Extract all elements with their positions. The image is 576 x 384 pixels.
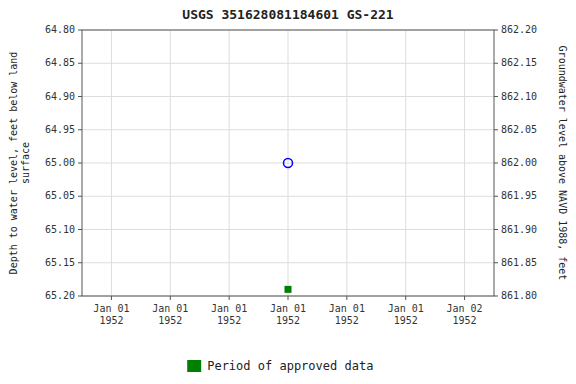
tick-mark [494, 163, 498, 164]
tick-label: 65.15 [45, 257, 75, 268]
legend-swatch [187, 360, 201, 372]
tick-label: Jan 011952 [211, 303, 247, 326]
tick-label: Jan 011952 [270, 303, 306, 326]
tick-label: 65.10 [45, 224, 75, 235]
tick-label: Jan 011952 [329, 303, 365, 326]
text-line: Jan 01 [388, 303, 424, 314]
axes: 64.80 64.85 64.90 64.95 65.00 65.05 65.10 65.15… [45, 24, 537, 326]
tick-mark [170, 296, 171, 300]
tick-label: 64.85 [45, 57, 75, 68]
tick-mark [346, 296, 347, 300]
tick-mark [494, 262, 498, 263]
tick-label: 64.90 [45, 91, 75, 102]
point [285, 286, 292, 293]
tick-label: Jan 011952 [152, 303, 188, 326]
tick-mark [464, 296, 465, 300]
tick-mark [494, 30, 498, 31]
grid [82, 30, 494, 296]
text-line: 1952 [453, 315, 477, 326]
text-line: Jan 01 [270, 303, 306, 314]
text-line: Jan 01 [329, 303, 365, 314]
tick-mark [494, 229, 498, 230]
tick-label: Jan 021952 [447, 303, 483, 326]
text-line: 1952 [99, 315, 123, 326]
point [284, 159, 293, 168]
tick-label: 861.85 [501, 257, 537, 268]
tick-mark [78, 63, 82, 64]
tick-mark [494, 296, 498, 297]
tick-mark [78, 262, 82, 263]
tick-mark [405, 296, 406, 300]
tick-mark [494, 96, 498, 97]
text-line: surface [20, 142, 31, 184]
text-line: 1952 [276, 315, 300, 326]
text-line: 1952 [394, 315, 418, 326]
text-line: Jan 01 [152, 303, 188, 314]
tick-mark [78, 229, 82, 230]
grid-line [464, 30, 465, 296]
tick-mark [494, 196, 498, 197]
tick-mark [78, 163, 82, 164]
tick-mark [494, 63, 498, 64]
tick-label: 862.05 [501, 124, 537, 135]
tick-label: 862.15 [501, 57, 537, 68]
tick-label: Jan 011952 [388, 303, 424, 326]
chart: 64.80 64.85 64.90 64.95 65.00 65.05 65.10 65.15… [0, 0, 576, 384]
tick-mark [494, 129, 498, 130]
grid-line [288, 30, 289, 296]
y2-axis-label-group: Groundwater level above NAVD 1988, feet [557, 46, 568, 281]
tick-mark [78, 96, 82, 97]
tick-label: 64.95 [45, 124, 75, 135]
text-line: 1952 [217, 315, 241, 326]
text-line: 1952 [158, 315, 182, 326]
text-line: 1952 [335, 315, 359, 326]
plot-frame [82, 30, 494, 296]
tick-mark [78, 296, 82, 297]
tick-label: Jan 011952 [93, 303, 129, 326]
text-line: Depth to water level, feet below land [8, 52, 19, 275]
legend: Period of approved data [187, 359, 373, 373]
grid-line [229, 30, 230, 296]
tick-label: 65.00 [45, 157, 75, 168]
tick-mark [78, 129, 82, 130]
tick-label: 861.95 [501, 190, 537, 201]
y2-axis-label: Groundwater level above NAVD 1988, feet [557, 46, 568, 281]
background [0, 0, 576, 384]
tick-label: 862.20 [501, 24, 537, 35]
tick-mark [78, 196, 82, 197]
tick-mark [229, 296, 230, 300]
tick-label: 65.20 [45, 290, 75, 301]
tick-mark [111, 296, 112, 300]
text-line: Jan 01 [93, 303, 129, 314]
y-axis-label-group: Depth to water level, feet below landsur… [8, 52, 31, 275]
y-axis-label: Depth to water level, feet below landsur… [8, 52, 31, 275]
text-line: Jan 01 [211, 303, 247, 314]
tick-mark [288, 296, 289, 300]
text-line: Jan 02 [447, 303, 483, 314]
tick-label: 862.10 [501, 91, 537, 102]
grid-line [111, 30, 112, 296]
legend-label: Period of approved data [207, 359, 373, 373]
grid-line [346, 30, 347, 296]
tick-label: 64.80 [45, 24, 75, 35]
title: USGS 351628081184601 GS-221 [182, 7, 393, 22]
tick-label: 862.00 [501, 157, 537, 168]
marks [284, 159, 293, 293]
tick-label: 861.90 [501, 224, 537, 235]
tick-mark [78, 30, 82, 31]
tick-label: 65.05 [45, 190, 75, 201]
tick-label: 861.80 [501, 290, 537, 301]
grid-line [170, 30, 171, 296]
grid-line [405, 30, 406, 296]
